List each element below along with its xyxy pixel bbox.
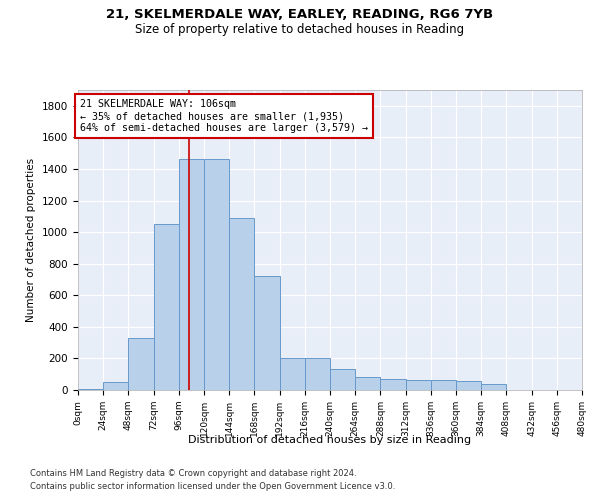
Bar — [280, 358, 305, 390]
Text: Contains HM Land Registry data © Crown copyright and database right 2024.: Contains HM Land Registry data © Crown c… — [30, 468, 356, 477]
Bar — [380, 379, 406, 390]
Text: Distribution of detached houses by size in Reading: Distribution of detached houses by size … — [188, 435, 472, 445]
Text: 21, SKELMERDALE WAY, EARLEY, READING, RG6 7YB: 21, SKELMERDALE WAY, EARLEY, READING, RG… — [106, 8, 494, 20]
Bar — [128, 338, 154, 390]
Y-axis label: Number of detached properties: Number of detached properties — [26, 158, 37, 322]
Bar — [154, 224, 179, 390]
Bar — [330, 370, 355, 390]
Bar — [179, 160, 204, 390]
Bar — [78, 389, 103, 390]
Bar — [305, 358, 330, 390]
Bar — [355, 378, 380, 390]
Bar — [456, 382, 481, 390]
Bar — [229, 218, 254, 390]
Text: Contains public sector information licensed under the Open Government Licence v3: Contains public sector information licen… — [30, 482, 395, 491]
Text: Size of property relative to detached houses in Reading: Size of property relative to detached ho… — [136, 22, 464, 36]
Bar — [406, 380, 431, 390]
Bar — [481, 384, 506, 390]
Text: 21 SKELMERDALE WAY: 106sqm
← 35% of detached houses are smaller (1,935)
64% of s: 21 SKELMERDALE WAY: 106sqm ← 35% of deta… — [80, 100, 368, 132]
Bar — [103, 382, 128, 390]
Bar — [431, 380, 456, 390]
Bar — [204, 160, 229, 390]
Bar — [254, 276, 280, 390]
